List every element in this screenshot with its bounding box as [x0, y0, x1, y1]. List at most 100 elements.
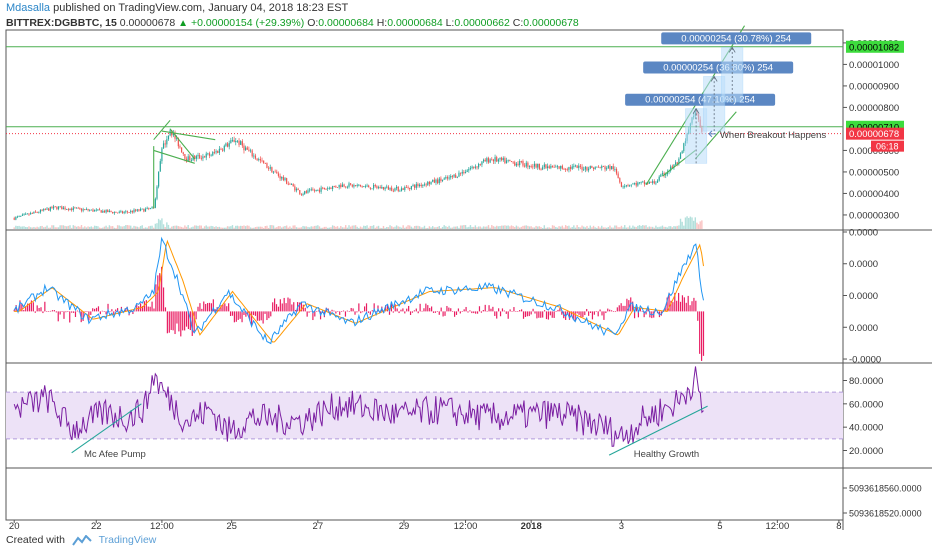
volume-bar	[382, 225, 385, 229]
histogram-bar	[597, 311, 599, 317]
price-projections[interactable]: 0.00000254 (47.10%) 254 0.00000254 (36.80…	[625, 32, 826, 164]
candle-body	[379, 187, 381, 189]
trend-line[interactable]	[153, 119, 171, 141]
histogram-bar	[612, 311, 615, 312]
bottom-panel[interactable]: 5093618560.0000 5093618520.0000	[843, 484, 922, 519]
volume-bar	[116, 225, 119, 229]
volume-bar	[509, 226, 511, 229]
histogram-bar	[335, 311, 337, 314]
tradingview-brand[interactable]: TradingView	[98, 534, 157, 546]
histogram-bar	[19, 300, 21, 312]
candle-body	[89, 210, 91, 211]
histogram-bar	[285, 303, 287, 312]
rsi-trend-lines[interactable]	[71, 403, 708, 456]
volume-bar	[619, 227, 621, 229]
volume-bar	[425, 227, 427, 229]
histogram-bar	[637, 311, 639, 318]
macd-tick-label: 0.0000	[849, 323, 878, 334]
volume-bar	[697, 224, 700, 229]
histogram-bar	[398, 311, 400, 314]
histogram-bar	[589, 311, 592, 313]
histogram-bar	[268, 311, 270, 319]
histogram-bar	[354, 311, 356, 315]
histogram-bar	[576, 311, 578, 314]
volume-bar	[494, 226, 496, 229]
histogram-bar	[425, 303, 427, 312]
author-name[interactable]: Mdasalla	[6, 2, 51, 14]
candle-body	[294, 186, 296, 191]
histogram-bar	[130, 311, 132, 313]
candle-body	[382, 187, 385, 190]
volume-bar	[469, 225, 472, 229]
arrow-head-icon	[710, 75, 718, 82]
candle-body	[222, 149, 224, 151]
volume-bar	[303, 226, 306, 229]
volume-bar	[573, 225, 575, 229]
volume-bar	[458, 227, 460, 229]
histogram-bar	[540, 311, 542, 318]
volume-bar	[691, 217, 693, 229]
candle-body	[433, 179, 435, 183]
volume-bar	[351, 225, 353, 229]
candle-body	[181, 147, 183, 153]
candle-body	[377, 187, 380, 189]
volume-bar	[678, 225, 680, 229]
volume-bar	[269, 225, 271, 229]
candle-body	[633, 182, 636, 184]
projection-label: 0.00000254 (47.10%) 254	[645, 95, 755, 106]
candle-body	[246, 147, 248, 150]
candle-body	[409, 187, 411, 190]
volume-bar	[325, 226, 327, 229]
candle-body	[323, 187, 325, 190]
volume-bar	[44, 226, 47, 229]
histogram-bar	[260, 311, 262, 321]
volume-bar	[340, 225, 342, 229]
volume-bar	[602, 227, 605, 229]
candle-body	[51, 206, 53, 209]
volume-bar	[520, 226, 523, 229]
volume-bar	[16, 226, 19, 229]
candle-body	[364, 186, 367, 188]
price-panel[interactable]: 0.000011000.000010000.000009000.00000800…	[6, 25, 904, 229]
volume-bar	[358, 227, 360, 229]
volume-bar	[317, 225, 319, 229]
rsi-panel[interactable]: 80.0000 60.0000 40.0000 20.0000 Mc Afee Pump…	[6, 366, 883, 461]
candle-body	[530, 166, 532, 168]
histogram-bar	[490, 308, 492, 312]
histogram-bar	[633, 311, 636, 319]
rsi-trend-line[interactable]	[71, 403, 142, 454]
candle-body	[417, 184, 419, 186]
volume-bar	[320, 227, 322, 229]
candle-body	[139, 208, 142, 211]
histogram-bar	[25, 306, 27, 312]
pennant-lower-line[interactable]	[153, 149, 195, 164]
histogram-bar	[254, 311, 257, 316]
volume-bar	[79, 226, 81, 229]
pennant-diagonal-line[interactable]	[169, 128, 196, 160]
candle-body	[130, 210, 132, 213]
rsi-trend-line[interactable]	[608, 405, 708, 456]
histogram-bar	[168, 311, 170, 333]
volume-bar	[244, 226, 247, 229]
volume-bar	[681, 221, 683, 229]
volume-bar	[537, 226, 539, 229]
candle-body	[592, 167, 595, 170]
macd-panel[interactable]: 0.0000 0.0000 0.0000 0.0000 -0.0000	[13, 227, 882, 366]
candle-body	[683, 143, 685, 152]
volume-bar	[123, 226, 125, 229]
volume-bar	[130, 225, 132, 229]
volume-bar	[187, 225, 189, 229]
histogram-bar	[53, 310, 56, 312]
volume-bar	[274, 227, 276, 229]
pennant-upper-line[interactable]	[161, 130, 216, 141]
volume-bar	[661, 225, 664, 229]
time-axis[interactable]: 20 22 12:00 25 27 29 12:00 2018 3 5 12:00 8	[6, 519, 843, 532]
histogram-bar	[561, 311, 563, 315]
candle-body	[502, 158, 504, 161]
candle-body	[441, 179, 444, 181]
volume-bar	[502, 225, 504, 229]
candle-body	[315, 189, 317, 191]
histogram-bar	[55, 311, 57, 313]
candle-body	[546, 166, 549, 168]
